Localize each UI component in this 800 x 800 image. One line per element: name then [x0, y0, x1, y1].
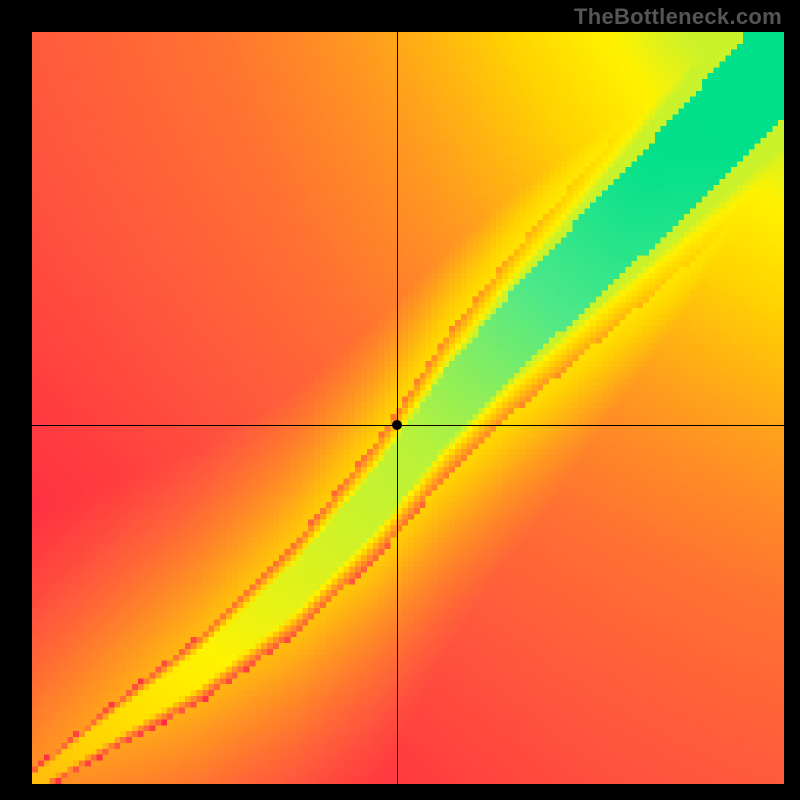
heatmap-canvas — [32, 32, 784, 784]
plot-area — [32, 32, 784, 784]
chart-root: { "watermark": { "text": "TheBottleneck.… — [0, 0, 800, 800]
crosshair-horizontal — [32, 425, 784, 426]
watermark-text: TheBottleneck.com — [574, 4, 782, 30]
crosshair-dot — [392, 420, 402, 430]
crosshair-vertical — [397, 32, 398, 784]
